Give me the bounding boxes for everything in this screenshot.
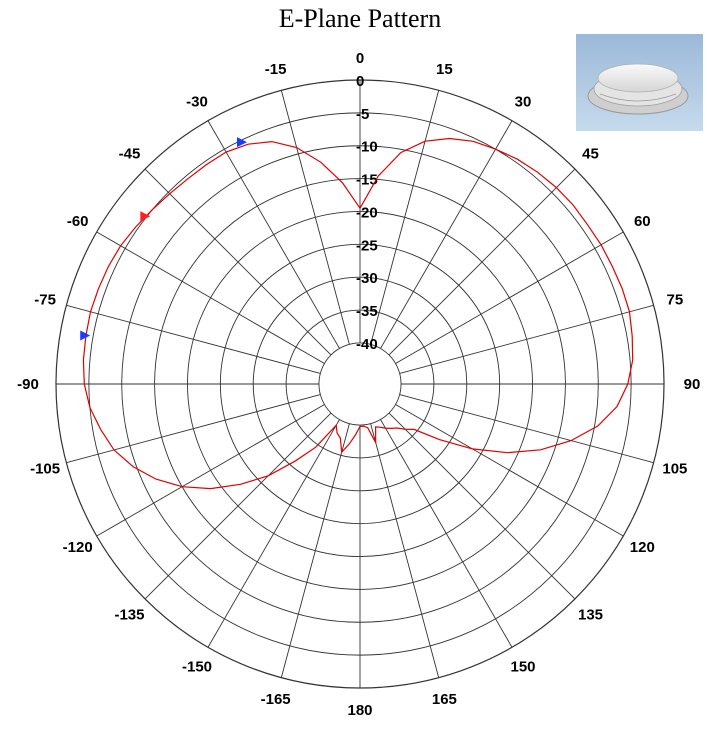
angle-tick-label: -165 [261,691,291,708]
angle-tick-label: -75 [34,292,56,309]
grid-spoke [370,90,440,345]
angle-tick-label: 180 [347,702,372,719]
angle-tick-label: -150 [182,658,212,675]
radial-tick-label: -35 [356,303,378,320]
angle-tick-label: -120 [63,539,93,556]
grid-spoke [399,394,654,464]
grid-spoke [96,404,325,537]
grid-circle [318,342,402,426]
grid-spoke [66,304,321,374]
angle-tick-label: -105 [30,460,60,477]
antenna-seam [599,93,677,102]
angle-tick-label: 15 [436,61,453,78]
radial-tick-label: -20 [356,204,378,221]
angle-tick-label: 90 [684,376,701,393]
angle-tick-label: 0 [356,50,364,67]
chart-title: E-Plane Pattern [278,4,442,33]
grid-spoke [370,423,440,678]
angle-tick-label: 30 [515,94,532,111]
angle-tick-label: 165 [432,691,457,708]
grid-spoke [388,412,576,600]
grid-spoke [380,419,513,648]
grid-spoke [280,90,350,345]
angle-tick-label: 60 [634,213,651,230]
radial-tick-label: -30 [356,270,378,287]
angle-tick-label: -45 [119,145,141,162]
grid-spoke [388,168,576,356]
grid-spoke [144,168,332,356]
grid-spoke [96,231,325,364]
angle-tick-labels: 0153045607590105120135150165180-165-150-… [17,50,700,719]
angle-tick-label: 135 [578,607,603,624]
angle-tick-label: -60 [67,213,89,230]
grid-spoke [399,304,654,374]
grid-spoke [395,231,624,364]
radial-tick-label: -10 [356,139,378,156]
marker-triangle [80,330,91,341]
radial-tick-label: -40 [356,336,378,353]
grid-spoke [207,120,340,349]
antenna-dome-top [597,63,679,93]
marker-group [80,137,248,341]
series-group [82,137,634,490]
radial-tick-label: -5 [356,106,369,123]
grid-spoke [380,120,513,349]
grid-spoke [66,394,321,464]
angle-tick-label: 45 [582,145,599,162]
grid-spoke [144,412,332,600]
angle-tick-label: -135 [114,607,144,624]
grid-spoke [280,423,350,678]
angle-tick-label: 105 [662,460,687,477]
grid-spoke [395,404,624,537]
series-line [82,137,634,490]
marker-triangle [237,137,248,148]
angle-tick-label: 120 [630,539,655,556]
radial-tick-label: -25 [356,237,378,254]
radial-tick-label: 0 [356,73,364,90]
angle-tick-label: 150 [510,658,535,675]
grid-spoke [207,419,340,648]
angle-tick-label: -15 [265,61,287,78]
radial-tick-labels: 0 -5 -10 -15 -20 -25 -30 -35 -40 [356,73,378,353]
angle-tick-label: 75 [667,292,684,309]
angle-tick-label: -30 [186,94,208,111]
angle-tick-label: -90 [17,376,39,393]
polar-grid [55,79,665,689]
marker-triangle [140,211,151,222]
radial-tick-label: -15 [356,172,378,189]
antenna-photo [576,34,703,131]
